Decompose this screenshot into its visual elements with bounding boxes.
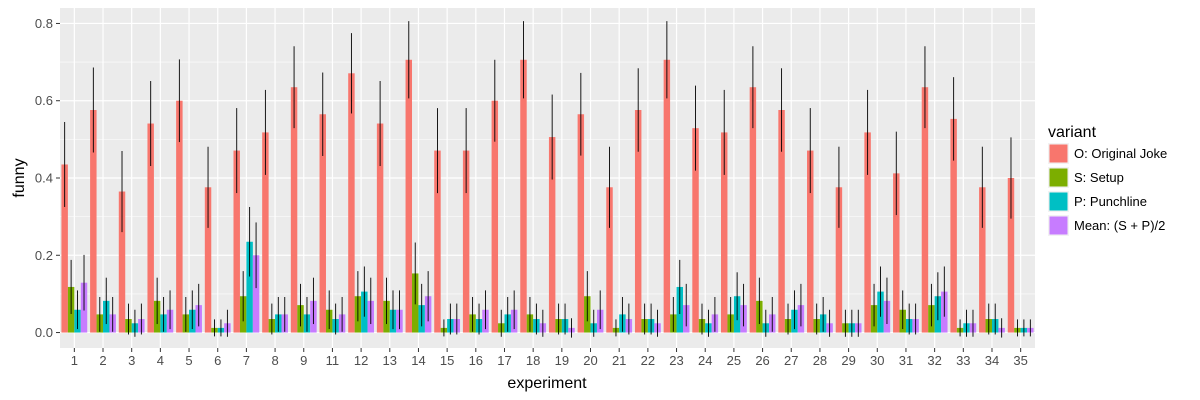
grid-major bbox=[60, 8, 1035, 348]
y-tick-label: 0.0 bbox=[35, 325, 53, 340]
bar bbox=[634, 110, 642, 333]
x-tick-label: 5 bbox=[185, 353, 192, 368]
bar bbox=[252, 255, 260, 333]
x-tick-label: 32 bbox=[927, 353, 941, 368]
bar bbox=[577, 114, 585, 333]
legend-swatch bbox=[1049, 168, 1068, 187]
bar bbox=[893, 173, 900, 333]
bar bbox=[807, 150, 814, 333]
bar bbox=[921, 87, 929, 333]
x-tick-label: 12 bbox=[354, 353, 368, 368]
x-tick-label: 6 bbox=[214, 353, 221, 368]
bar bbox=[319, 114, 326, 333]
legend-title: variant bbox=[1048, 124, 1097, 141]
bar bbox=[262, 132, 269, 333]
x-tick-label: 16 bbox=[469, 353, 483, 368]
bar bbox=[663, 59, 671, 333]
bar bbox=[147, 123, 154, 333]
bar bbox=[778, 110, 785, 333]
x-tick-label: 23 bbox=[669, 353, 683, 368]
grid-minor bbox=[60, 61, 1035, 295]
bar bbox=[90, 110, 97, 333]
x-tick-label: 7 bbox=[243, 353, 250, 368]
legend: variant O: Original Joke S: Setup P: Punch… bbox=[1048, 124, 1167, 236]
bar bbox=[348, 73, 355, 333]
x-tick-label: 15 bbox=[440, 353, 454, 368]
x-tick-label: 27 bbox=[784, 353, 798, 368]
x-tick-label: 34 bbox=[985, 353, 999, 368]
x-tick-label: 26 bbox=[755, 353, 769, 368]
legend-swatch bbox=[1049, 216, 1068, 235]
x-tick-label: 14 bbox=[411, 353, 425, 368]
y-tick-label: 0.8 bbox=[35, 16, 53, 31]
x-tick-label: 31 bbox=[899, 353, 913, 368]
x-tick-label: 24 bbox=[698, 353, 712, 368]
legend-label: S: Setup bbox=[1074, 170, 1124, 185]
bar bbox=[290, 87, 298, 333]
x-tick-label: 4 bbox=[157, 353, 164, 368]
bar bbox=[61, 164, 68, 333]
x-axis-title: experiment bbox=[507, 375, 587, 392]
bar bbox=[1007, 178, 1015, 333]
bar bbox=[462, 150, 470, 333]
bar bbox=[376, 123, 384, 333]
bar bbox=[692, 128, 699, 333]
x-tick-label: 30 bbox=[870, 353, 884, 368]
x-tick-label: 1 bbox=[71, 353, 78, 368]
x-tick-label: 20 bbox=[583, 353, 597, 368]
bar bbox=[233, 150, 240, 333]
x-tick-label: 13 bbox=[383, 353, 397, 368]
y-axis: 0.0 0.2 0.4 0.6 0.8 bbox=[35, 16, 60, 340]
bar bbox=[520, 59, 527, 333]
bar bbox=[246, 241, 253, 333]
legend-swatch bbox=[1049, 144, 1068, 163]
x-axis: 1 2 3 4 5 6 7 8 9 11 12 13 14 15 16 17 18 19 20 21 22 23 24 25 2… bbox=[71, 348, 1028, 368]
legend-label: Mean: (S + P)/2 bbox=[1074, 218, 1165, 233]
x-tick-label: 29 bbox=[841, 353, 855, 368]
x-tick-label: 2 bbox=[99, 353, 106, 368]
legend-label: O: Original Joke bbox=[1074, 146, 1167, 161]
x-tick-label: 9 bbox=[300, 353, 307, 368]
x-tick-label: 21 bbox=[612, 353, 626, 368]
bar bbox=[749, 87, 757, 333]
x-tick-label: 11 bbox=[326, 353, 340, 368]
bar bbox=[950, 118, 957, 333]
x-tick-label: 35 bbox=[1013, 353, 1027, 368]
x-tick-label: 25 bbox=[727, 353, 741, 368]
y-axis-title: funny bbox=[11, 158, 28, 197]
legend-swatch bbox=[1049, 192, 1068, 211]
bar bbox=[979, 187, 986, 333]
bar bbox=[864, 132, 871, 333]
legend-label: P: Punchline bbox=[1074, 194, 1147, 209]
x-tick-label: 8 bbox=[271, 353, 278, 368]
x-tick-label: 19 bbox=[555, 353, 569, 368]
bar bbox=[434, 150, 441, 333]
bar bbox=[835, 187, 843, 333]
bar bbox=[720, 132, 728, 333]
x-tick-label: 28 bbox=[813, 353, 827, 368]
x-tick-label: 22 bbox=[641, 353, 655, 368]
errorbars-layer bbox=[64, 21, 1031, 338]
x-tick-label: 18 bbox=[526, 353, 540, 368]
y-tick-label: 0.2 bbox=[35, 248, 53, 263]
bar bbox=[405, 59, 413, 333]
x-tick-label: 3 bbox=[128, 353, 135, 368]
bar bbox=[548, 137, 556, 333]
bar bbox=[606, 187, 613, 333]
y-tick-label: 0.4 bbox=[35, 171, 53, 186]
bar bbox=[491, 100, 499, 333]
y-tick-label: 0.6 bbox=[35, 93, 53, 108]
bar bbox=[204, 187, 212, 333]
x-tick-label: 17 bbox=[497, 353, 511, 368]
bar bbox=[176, 100, 183, 333]
bar bbox=[118, 191, 126, 333]
x-tick-label: 33 bbox=[956, 353, 970, 368]
